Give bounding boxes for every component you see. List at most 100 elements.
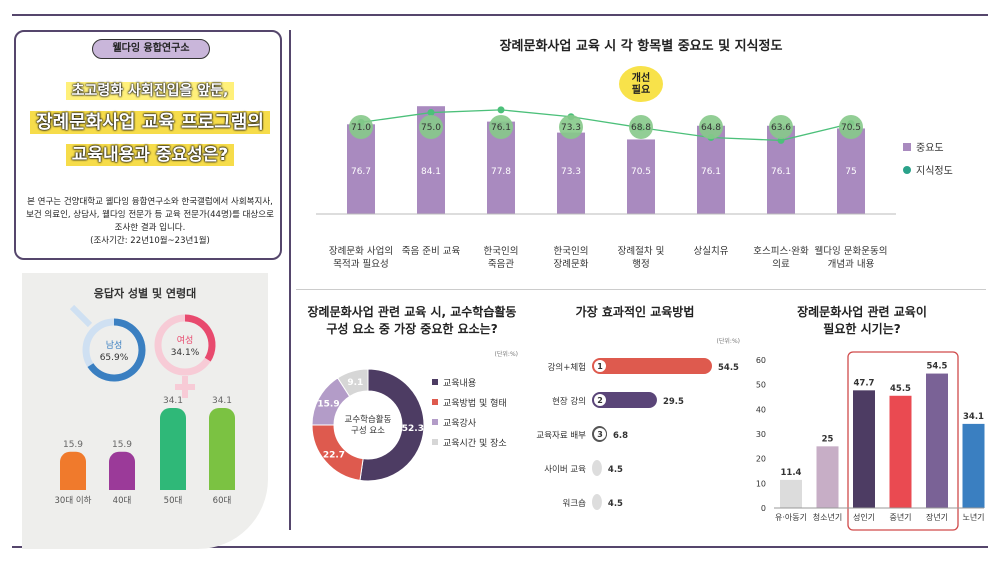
donut-value-label: 9.1	[347, 378, 363, 388]
bottom-divider	[12, 546, 988, 548]
education-timing-chart: 장례문화사업 관련 교육이 필요한 시기는? 0 10 20 30 40 50 60 11.4 유·…	[756, 304, 985, 531]
method-bar	[592, 494, 602, 510]
knowledge-badge	[769, 115, 793, 139]
education-methods-chart: 가장 효과적인 교육방법 (단위:%) 강의+체험 1 54.5 현장 강의 2 29.5 교육…	[536, 304, 740, 510]
age-bar-base	[160, 480, 186, 490]
donut-legend-label: 교육시간 및 장소	[443, 437, 507, 449]
age-bar-base	[60, 480, 86, 490]
age-value: 15.9	[63, 440, 83, 450]
timing-bar	[816, 446, 839, 508]
timing-bar	[889, 395, 912, 508]
age-category: 50대	[164, 496, 183, 506]
timing-value: 34.1	[963, 412, 984, 422]
knowledge-badge	[489, 115, 513, 139]
callout-text: 개선 필요	[632, 71, 650, 96]
timing-tick: 60	[756, 356, 766, 365]
donut-legend-swatch	[432, 379, 438, 385]
donut-slice	[359, 368, 425, 482]
age-bar-base	[109, 480, 135, 490]
importance-bar	[347, 124, 375, 214]
institute-badge: 웰다잉 융합연구소	[92, 39, 210, 59]
category-label: 상실치유	[694, 245, 729, 257]
main-chart-title: 장례문화사업 교육 시 각 항목별 중요도 및 지식정도	[500, 38, 783, 54]
method-bar	[592, 460, 602, 476]
legend-knowledge: 지식정도	[916, 165, 953, 177]
donut-legend-label: 교육강사	[443, 418, 477, 429]
legend-importance: 중요도	[916, 142, 944, 154]
knowledge-badge	[559, 115, 583, 139]
knowledge-point	[427, 109, 435, 117]
importance-knowledge-chart: 장례문화사업 교육 시 각 항목별 중요도 및 지식정도 76.7 84.1 77.8…	[316, 38, 953, 270]
importance-bar	[627, 139, 655, 214]
donut-legend-swatch	[432, 399, 438, 405]
method-value: 4.5	[608, 499, 623, 509]
timing-category: 성인기	[853, 512, 875, 522]
knowledge-label: 63.6	[771, 123, 791, 133]
method-value: 4.5	[608, 465, 623, 475]
importance-label: 76.1	[701, 167, 721, 177]
category-label: 장례절차 및 행정	[618, 245, 665, 270]
method-value: 54.5	[718, 363, 739, 373]
age-category: 30대 이하	[55, 495, 92, 506]
activity-components-chart: 장례문화사업 관련 교육 시, 교수학습활동 구성 요소 중 가장 중요한 요소는…	[308, 304, 518, 482]
category-label: 한국인의 죽음관	[484, 246, 519, 270]
timing-value: 47.7	[854, 378, 875, 388]
timing-tick: 10	[756, 479, 766, 488]
knowledge-label: 68.8	[631, 123, 651, 133]
highlight-box	[847, 351, 959, 531]
method-label: 워크숍	[563, 499, 587, 509]
method-value: 6.8	[613, 431, 628, 441]
timing-value: 25	[822, 434, 834, 444]
donut-value-label: 15.9	[317, 399, 339, 409]
male-value: 65.9%	[100, 353, 129, 363]
category-label: 한국인의 장례문화	[554, 246, 589, 270]
rank-number: 3	[597, 430, 603, 439]
donut-legend-swatch	[432, 439, 438, 445]
category-label: 웰다잉 문화운동의 개념과 내용	[815, 245, 888, 270]
knowledge-label: 75.0	[421, 123, 441, 133]
mid-divider	[296, 289, 986, 290]
timing-bar	[853, 390, 875, 508]
timing-tick: 0	[761, 504, 766, 513]
importance-label: 75	[845, 167, 856, 177]
timing-bar	[962, 423, 985, 508]
timing-tick: 30	[756, 430, 766, 439]
category-label: 장례문화 사업의 목적과 필요성	[329, 245, 393, 270]
donut-unit: (단위:%)	[495, 350, 518, 358]
timing-category: 청소년기	[813, 512, 842, 522]
category-label: 죽음 준비 교육	[402, 246, 461, 257]
female-ring	[184, 314, 216, 362]
timing-tick: 40	[756, 405, 766, 414]
importance-label: 76.7	[351, 167, 371, 177]
methods-unit: (단위:%)	[717, 337, 740, 345]
importance-label: 76.1	[771, 167, 791, 177]
age-value: 34.1	[212, 396, 232, 406]
callout-bubble	[619, 66, 663, 102]
method-label: 강의+체험	[548, 362, 586, 373]
donut-legend-label: 교육방법 및 형태	[443, 397, 507, 409]
timing-value: 54.5	[927, 362, 948, 372]
timing-title: 장례문화사업 관련 교육이 필요한 시기는?	[797, 304, 927, 336]
timing-value: 11.4	[781, 468, 802, 478]
knowledge-label: 76.1	[491, 123, 511, 133]
knowledge-point	[497, 106, 505, 114]
timing-value: 45.5	[890, 384, 911, 394]
method-value: 29.5	[663, 397, 684, 407]
age-bar	[160, 408, 186, 490]
method-bar	[592, 358, 712, 374]
donut-value-label: 52.3	[402, 424, 424, 434]
method-bar	[592, 392, 657, 408]
legend-swatch-knowledge	[903, 166, 911, 174]
age-bar	[209, 408, 235, 490]
headline-line-3: 교육내용과 중요성은?	[16, 140, 284, 166]
knowledge-badge	[629, 115, 653, 139]
study-description: 본 연구는 건양대학교 웰다잉 융합연구소와 한국갤럽에서 사회복지사, 보건 …	[26, 197, 274, 246]
age-category: 40대	[113, 496, 132, 506]
timing-tick: 20	[756, 455, 766, 464]
importance-label: 77.8	[491, 167, 511, 177]
knowledge-line	[360, 109, 852, 142]
demographics-title: 응답자 성별 및 연령대	[94, 286, 197, 300]
timing-bar	[926, 373, 948, 508]
donut-legend-label: 교육내용	[443, 378, 476, 389]
